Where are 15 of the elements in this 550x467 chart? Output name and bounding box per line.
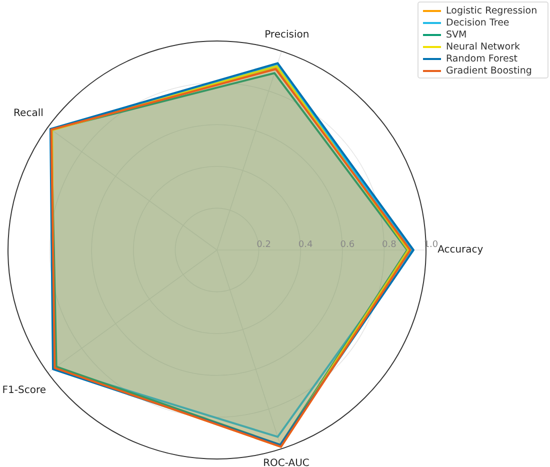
legend-label: Decision Tree <box>446 18 510 29</box>
spoke-label: Accuracy <box>438 244 484 256</box>
legend-label: Logistic Regression <box>446 6 538 17</box>
y-tick-label: 0.8 <box>382 240 397 250</box>
y-tick-label: 0.4 <box>298 240 314 250</box>
legend-label: Neural Network <box>446 42 521 53</box>
legend-label: Random Forest <box>446 54 518 65</box>
spoke-label: F1-Score <box>2 384 46 396</box>
spoke-label: ROC-AUC <box>263 458 310 467</box>
legend-label: SVM <box>446 30 467 41</box>
y-tick-label: 0.2 <box>256 240 271 250</box>
y-tick-label: 0.6 <box>340 240 355 250</box>
spoke-label: Precision <box>264 30 310 41</box>
legend-label: Gradient Boosting <box>446 66 532 77</box>
spoke-label: Recall <box>14 108 44 119</box>
